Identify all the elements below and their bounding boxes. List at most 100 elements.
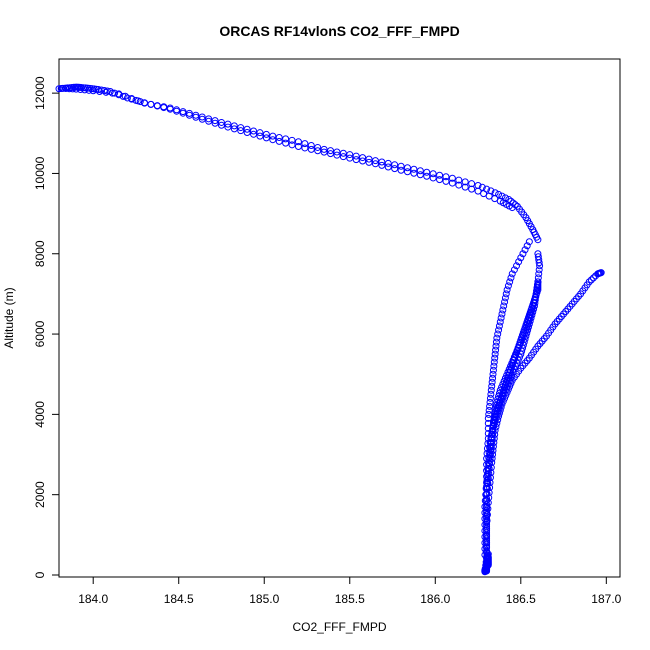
data-point [493, 419, 501, 427]
data-point [141, 99, 149, 107]
data-point [346, 151, 354, 159]
data-point [490, 419, 498, 427]
data-point [492, 338, 500, 346]
x-tick-label: 184.0 [78, 592, 108, 606]
data-point [487, 390, 495, 398]
chart-title: ORCAS RF14vlonS CO2_FFF_FMPD [219, 23, 459, 39]
data-point [346, 154, 354, 162]
data-point [76, 86, 84, 94]
data-point [488, 455, 496, 463]
plot-frame [58, 58, 621, 578]
x-axis: 184.0 184.5 185.0 185.5 186.0 186.5 187.0 [78, 576, 622, 606]
data-point [339, 149, 347, 157]
data-point [185, 109, 193, 117]
data-point [486, 398, 494, 406]
data-point [179, 108, 187, 116]
data-point [507, 197, 515, 205]
data-point [502, 290, 510, 298]
data-point [262, 130, 270, 138]
y-tick-label: 10000 [33, 156, 47, 190]
data-point [486, 394, 494, 402]
data-point [484, 550, 492, 558]
data-point [339, 153, 347, 161]
y-tick-label: 6000 [33, 320, 47, 347]
data-point [488, 459, 496, 467]
data-point [365, 155, 373, 163]
x-tick-label: 184.5 [164, 592, 194, 606]
data-point [160, 103, 168, 111]
data-point [495, 322, 503, 330]
data-point [359, 157, 367, 165]
data-point [498, 310, 506, 318]
data-point [282, 135, 290, 143]
data-point [493, 334, 501, 342]
data-point [65, 85, 73, 93]
data-point [508, 270, 516, 278]
data-point [505, 196, 513, 204]
y-tick-label: 2000 [33, 481, 47, 508]
data-point [224, 120, 232, 128]
data-point [294, 143, 302, 151]
data-point [314, 147, 322, 155]
data-point [535, 270, 543, 278]
data-point [490, 362, 498, 370]
data-point [250, 127, 258, 135]
data-point [359, 154, 367, 162]
data-point [521, 246, 529, 254]
data-point [102, 88, 110, 96]
data-point [111, 89, 119, 97]
data-point [490, 434, 498, 442]
data-point [494, 416, 502, 424]
data-point [525, 238, 533, 246]
data-point [250, 130, 258, 138]
data-point [166, 104, 174, 112]
data-point [511, 201, 519, 209]
data-point [497, 314, 505, 322]
data-point [85, 86, 93, 94]
data-point [474, 181, 482, 189]
data-point [275, 134, 283, 142]
data-point [506, 278, 514, 286]
data-point [224, 123, 232, 131]
data-point [256, 132, 264, 140]
data-point [333, 148, 341, 156]
data-point [423, 168, 431, 176]
y-tick-label: 8000 [33, 240, 47, 267]
data-point [487, 187, 495, 195]
data-point [211, 117, 219, 125]
data-point [455, 176, 463, 184]
data-point [153, 102, 161, 110]
data-point [365, 158, 373, 166]
data-point [535, 266, 543, 274]
data-point [294, 138, 302, 146]
data-point [333, 151, 341, 159]
data-point [481, 565, 489, 573]
data-point [423, 172, 431, 180]
data-point [504, 282, 512, 290]
data-point [410, 169, 418, 177]
data-point [123, 94, 131, 102]
data-point [384, 159, 392, 167]
x-tick-label: 186.0 [420, 592, 450, 606]
data-point [515, 258, 523, 266]
y-tick-label: 0 [33, 571, 47, 578]
data-point [416, 171, 424, 179]
data-point [288, 136, 296, 144]
data-point [237, 124, 245, 132]
data-point [501, 298, 509, 306]
data-point [499, 306, 507, 314]
data-point [147, 100, 155, 108]
data-point [486, 402, 494, 410]
data-point [58, 84, 66, 92]
data-point [230, 122, 238, 130]
data-point [217, 118, 225, 126]
data-point [121, 92, 129, 100]
data-point [478, 183, 486, 191]
data-point [495, 326, 503, 334]
x-tick-label: 185.0 [249, 592, 279, 606]
data-point [301, 144, 309, 152]
data-point [510, 266, 518, 274]
data-point [211, 119, 219, 127]
data-point [173, 106, 181, 114]
data-point [416, 167, 424, 175]
